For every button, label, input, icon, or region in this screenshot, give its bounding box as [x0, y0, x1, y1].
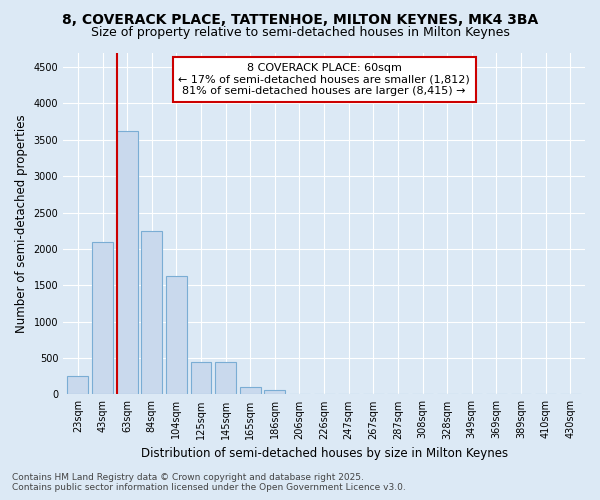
- Text: Size of property relative to semi-detached houses in Milton Keynes: Size of property relative to semi-detach…: [91, 26, 509, 39]
- Text: 8, COVERACK PLACE, TATTENHOE, MILTON KEYNES, MK4 3BA: 8, COVERACK PLACE, TATTENHOE, MILTON KEY…: [62, 12, 538, 26]
- Bar: [67, 376, 88, 394]
- Bar: [92, 242, 113, 394]
- Y-axis label: Number of semi-detached properties: Number of semi-detached properties: [15, 114, 28, 333]
- Bar: [142, 230, 162, 394]
- Bar: [215, 362, 236, 394]
- Text: Contains HM Land Registry data © Crown copyright and database right 2025.
Contai: Contains HM Land Registry data © Crown c…: [12, 473, 406, 492]
- Bar: [191, 362, 211, 394]
- X-axis label: Distribution of semi-detached houses by size in Milton Keynes: Distribution of semi-detached houses by …: [140, 447, 508, 460]
- Bar: [265, 390, 286, 394]
- Bar: [166, 276, 187, 394]
- Bar: [240, 387, 261, 394]
- Text: 8 COVERACK PLACE: 60sqm
← 17% of semi-detached houses are smaller (1,812)
81% of: 8 COVERACK PLACE: 60sqm ← 17% of semi-de…: [178, 63, 470, 96]
- Bar: [117, 130, 137, 394]
